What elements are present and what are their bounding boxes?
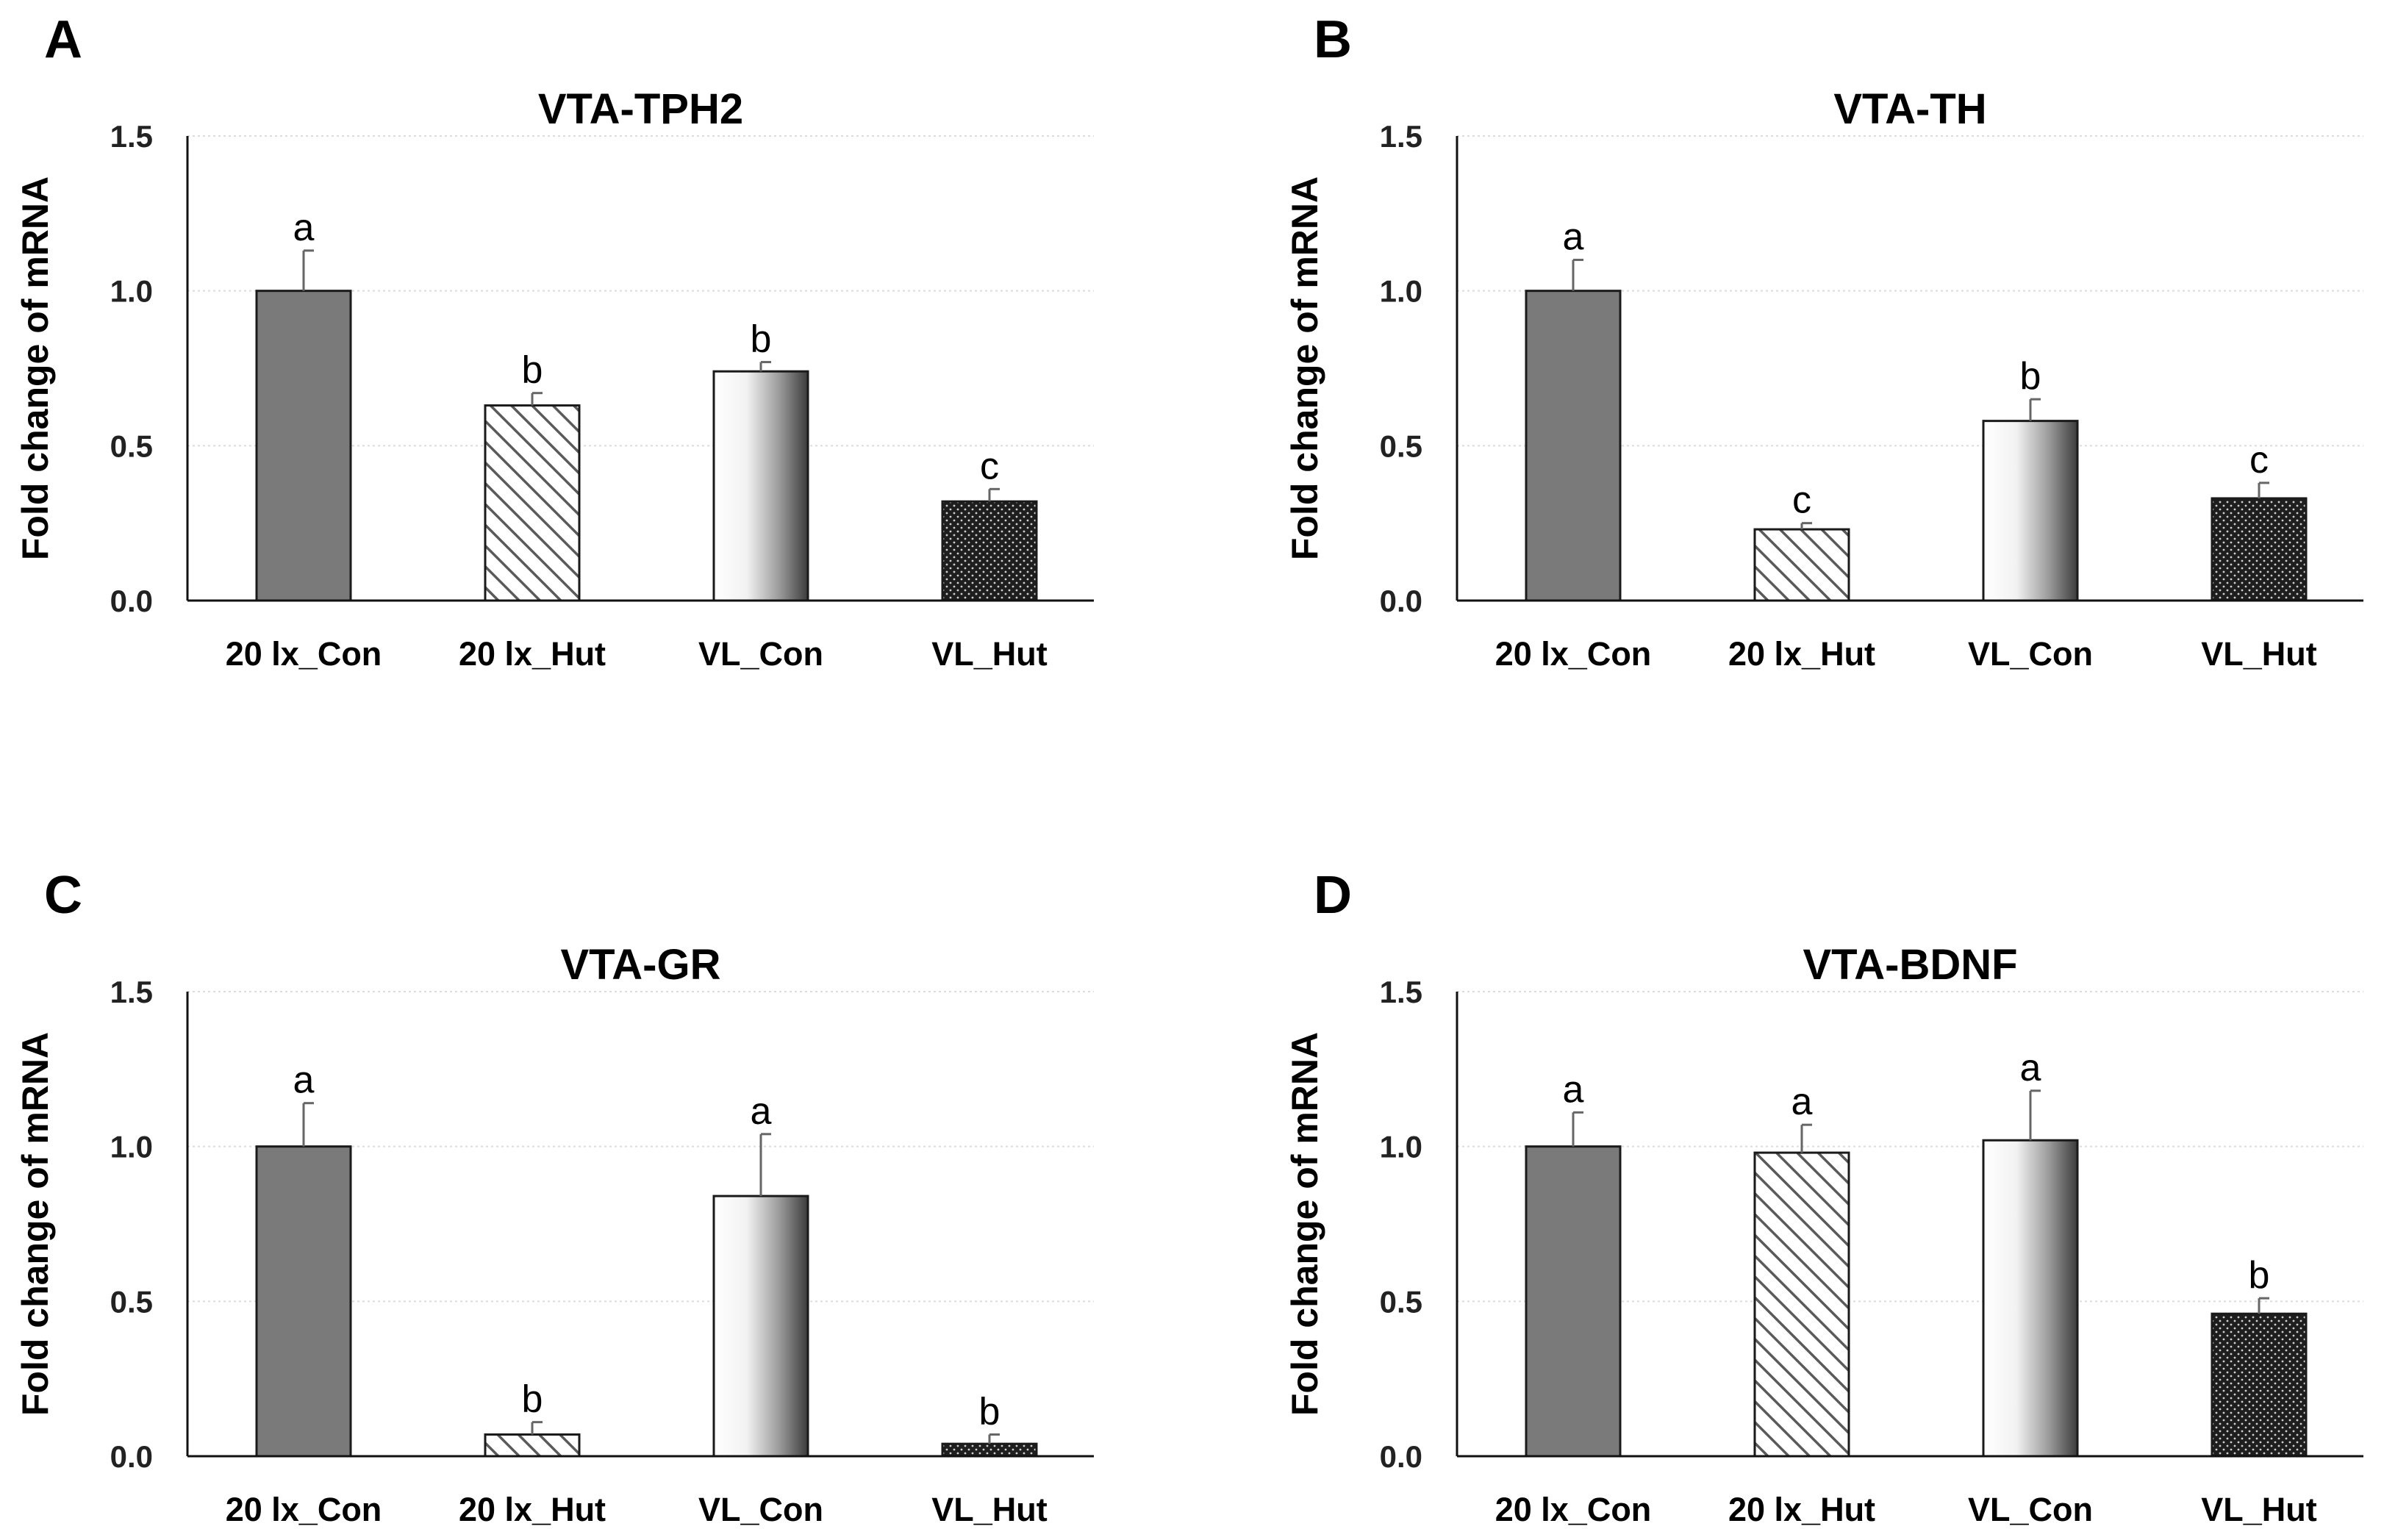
- panel-letter: D: [1314, 866, 1352, 925]
- y-tick-label: 1.5: [110, 975, 153, 1009]
- y-axis-label: Fold change of mRNA: [1284, 1032, 1325, 1416]
- x-tick-label: 20 lx_Con: [226, 1491, 382, 1528]
- bar-fill-gradient: [712, 1195, 809, 1458]
- x-tick-label: VL_Con: [1968, 635, 2093, 673]
- y-tick-label: 1.5: [110, 119, 153, 154]
- y-tick-label: 1.0: [110, 274, 153, 309]
- chart-title: VTA-BDNF: [1803, 941, 2017, 989]
- significance-letter: c: [980, 445, 999, 487]
- x-tick-label: VL_Hut: [2201, 635, 2317, 673]
- y-tick-label: 0.0: [1380, 1439, 1422, 1474]
- chart-title: VTA-GR: [560, 941, 720, 989]
- y-tick-label: 1.0: [110, 1130, 153, 1164]
- y-tick-label: 0.5: [1380, 429, 1422, 463]
- panel-letter: B: [1314, 10, 1352, 69]
- x-tick-label: 20 lx_Hut: [459, 1491, 606, 1528]
- bar-fill-gray: [255, 290, 352, 602]
- significance-letter: a: [2020, 1047, 2041, 1089]
- y-axis-label: Fold change of mRNA: [1284, 176, 1325, 560]
- significance-letter: a: [293, 207, 315, 249]
- significance-letter: b: [2020, 355, 2041, 398]
- significance-letter: a: [293, 1059, 315, 1102]
- panel-letter: A: [44, 10, 82, 69]
- chart-panel-d: D VTA-BDNF 0.0 0.5 1.0 1.5 Fold change of mRNA…: [1284, 866, 2363, 1528]
- bar-fill-dots: [941, 500, 1038, 602]
- bar-fill-hatch: [484, 404, 581, 602]
- y-tick-label: 0.5: [110, 429, 153, 463]
- significance-letter: a: [1563, 216, 1584, 259]
- x-tick-label: 20 lx_Hut: [459, 635, 606, 673]
- bar-fill-dots: [941, 1442, 1038, 1458]
- x-tick-label: 20 lx_Con: [1495, 635, 1652, 673]
- y-tick-label: 0.5: [110, 1284, 153, 1319]
- bar-fill-gray: [1525, 1145, 1622, 1458]
- significance-letter: b: [751, 318, 772, 361]
- y-tick-label: 1.0: [1380, 1130, 1422, 1164]
- significance-letter: a: [1563, 1068, 1584, 1111]
- y-tick-label: 0.0: [110, 584, 153, 618]
- significance-letter: b: [979, 1391, 1001, 1433]
- significance-letter: c: [1792, 479, 1811, 522]
- y-tick-label: 1.5: [1380, 119, 1422, 154]
- bar-fill-dots: [2211, 1312, 2308, 1458]
- chart-title: VTA-TH: [1833, 85, 1986, 133]
- x-tick-label: 20 lx_Hut: [1728, 1491, 1875, 1528]
- bar-fill-gradient: [1982, 420, 2079, 602]
- chart-panel-a: A VTA-TPH2 0.0 0.5 1.0 1.5 Fold change of mRNA…: [15, 10, 1094, 673]
- bar-fill-gradient: [712, 370, 809, 602]
- x-tick-label: VL_Hut: [2201, 1491, 2317, 1528]
- y-axis-label: Fold change of mRNA: [15, 1032, 56, 1416]
- x-tick-label: VL_Con: [698, 635, 823, 673]
- y-tick-label: 1.0: [1380, 274, 1422, 309]
- y-axis-label: Fold change of mRNA: [15, 176, 56, 560]
- bar-fill-gray: [1525, 290, 1622, 602]
- x-tick-label: 20 lx_Hut: [1728, 635, 1875, 673]
- bar-fill-gradient: [1982, 1139, 2079, 1458]
- x-tick-label: 20 lx_Con: [1495, 1491, 1652, 1528]
- y-tick-label: 0.0: [110, 1439, 153, 1474]
- bar-fill-hatch: [1753, 1151, 1850, 1458]
- significance-letter: b: [2249, 1254, 2270, 1297]
- x-tick-label: 20 lx_Con: [226, 635, 382, 673]
- chart-panel-b: B VTA-TH 0.0 0.5 1.0 1.5 Fold change of mRNA a 2…: [1284, 10, 2363, 673]
- y-tick-label: 0.5: [1380, 1284, 1422, 1319]
- bar-fill-dots: [2211, 497, 2308, 602]
- significance-letter: b: [522, 349, 543, 392]
- significance-letter: c: [2249, 439, 2269, 481]
- y-tick-label: 1.5: [1380, 975, 1422, 1009]
- y-tick-label: 0.0: [1380, 584, 1422, 618]
- bar-fill-gray: [255, 1145, 352, 1458]
- x-tick-label: VL_Hut: [931, 635, 1048, 673]
- significance-letter: b: [522, 1378, 543, 1421]
- significance-letter: a: [751, 1090, 772, 1133]
- chart-title: VTA-TPH2: [538, 85, 743, 133]
- x-tick-label: VL_Hut: [931, 1491, 1048, 1528]
- bar-fill-hatch: [1753, 528, 1850, 602]
- bar-fill-hatch: [484, 1433, 581, 1458]
- x-tick-label: VL_Con: [1968, 1491, 2093, 1528]
- x-tick-label: VL_Con: [698, 1491, 823, 1528]
- panel-letter: C: [44, 866, 82, 925]
- significance-letter: a: [1791, 1081, 1813, 1123]
- chart-panel-c: C VTA-GR 0.0 0.5 1.0 1.5 Fold change of mRNA a 2…: [15, 866, 1094, 1528]
